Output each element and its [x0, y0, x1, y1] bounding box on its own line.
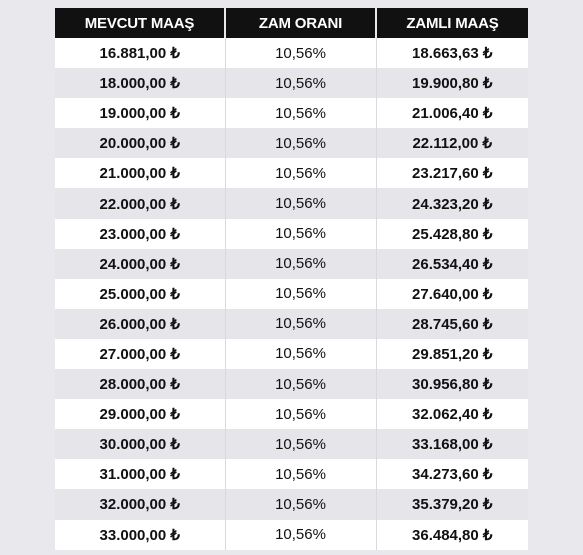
- raised-salary-cell: 22.112,00 ₺: [376, 128, 528, 159]
- header-raise-rate: ZAM ORANI: [225, 8, 377, 38]
- salary-table: MEVCUT MAAŞ ZAM ORANI ZAMLI MAAŞ 16.881,…: [55, 8, 528, 550]
- header-row: MEVCUT MAAŞ ZAM ORANI ZAMLI MAAŞ: [55, 8, 528, 38]
- current-salary-cell: 20.000,00 ₺: [55, 128, 226, 159]
- table-row: 30.000,00 ₺ 10,56% 33.168,00 ₺: [55, 429, 528, 460]
- current-salary-cell: 18.000,00 ₺: [55, 68, 226, 99]
- raise-rate-cell: 10,56%: [225, 128, 377, 159]
- current-salary-cell: 30.000,00 ₺: [55, 429, 226, 460]
- current-salary-cell: 25.000,00 ₺: [55, 278, 226, 309]
- raise-rate-cell: 10,56%: [225, 338, 377, 370]
- table-row: 19.000,00 ₺ 10,56% 21.006,40 ₺: [55, 98, 528, 129]
- current-salary-cell: 24.000,00 ₺: [55, 248, 226, 279]
- raised-salary-cell: 36.484,80 ₺: [376, 519, 528, 550]
- raised-salary-cell: 25.428,80 ₺: [376, 218, 528, 249]
- raised-salary-cell: 33.168,00 ₺: [376, 429, 528, 460]
- raised-salary-cell: 19.900,80 ₺: [376, 68, 528, 99]
- raised-salary-cell: 18.663,63 ₺: [376, 38, 528, 69]
- raised-salary-cell: 24.323,20 ₺: [376, 188, 528, 219]
- raised-salary-cell: 23.217,60 ₺: [376, 158, 528, 189]
- table-body: 16.881,00 ₺ 10,56% 18.663,63 ₺ 18.000,00 ₺ 1…: [55, 38, 528, 550]
- raise-rate-cell: 10,56%: [225, 248, 377, 279]
- raise-rate-cell: 10,56%: [225, 369, 377, 400]
- raised-salary-cell: 32.062,40 ₺: [376, 399, 528, 430]
- raise-rate-cell: 10,56%: [225, 218, 377, 249]
- table-row: 33.000,00 ₺ 10,56% 36.484,80 ₺: [55, 519, 528, 550]
- raise-rate-cell: 10,56%: [225, 489, 377, 520]
- raise-rate-cell: 10,56%: [225, 459, 377, 490]
- current-salary-cell: 26.000,00 ₺: [55, 308, 226, 339]
- raise-rate-cell: 10,56%: [225, 158, 377, 189]
- current-salary-cell: 29.000,00 ₺: [55, 399, 226, 430]
- raised-salary-cell: 27.640,00 ₺: [376, 278, 528, 309]
- current-salary-cell: 19.000,00 ₺: [55, 98, 226, 129]
- current-salary-cell: 22.000,00 ₺: [55, 188, 226, 219]
- table-row: 28.000,00 ₺ 10,56% 30.956,80 ₺: [55, 369, 528, 400]
- current-salary-cell: 23.000,00 ₺: [55, 218, 226, 249]
- table-row: 24.000,00 ₺ 10,56% 26.534,40 ₺: [55, 248, 528, 279]
- current-salary-cell: 21.000,00 ₺: [55, 158, 226, 189]
- header-current-salary: MEVCUT MAAŞ: [55, 8, 226, 38]
- current-salary-cell: 32.000,00 ₺: [55, 489, 226, 520]
- raise-rate-cell: 10,56%: [225, 399, 377, 430]
- raise-rate-cell: 10,56%: [225, 308, 377, 339]
- table-row: 27.000,00 ₺ 10,56% 29.851,20 ₺: [55, 338, 528, 370]
- table-row: 26.000,00 ₺ 10,56% 28.745,60 ₺: [55, 308, 528, 339]
- raise-rate-cell: 10,56%: [225, 519, 377, 550]
- raised-salary-cell: 35.379,20 ₺: [376, 489, 528, 520]
- table-row: 18.000,00 ₺ 10,56% 19.900,80 ₺: [55, 68, 528, 99]
- raise-rate-cell: 10,56%: [225, 98, 377, 129]
- raised-salary-cell: 21.006,40 ₺: [376, 98, 528, 129]
- raise-rate-cell: 10,56%: [225, 188, 377, 219]
- current-salary-cell: 16.881,00 ₺: [55, 38, 226, 69]
- raised-salary-cell: 30.956,80 ₺: [376, 369, 528, 400]
- table-row: 22.000,00 ₺ 10,56% 24.323,20 ₺: [55, 188, 528, 219]
- raised-salary-cell: 34.273,60 ₺: [376, 459, 528, 490]
- raised-salary-cell: 28.745,60 ₺: [376, 308, 528, 339]
- table-row: 29.000,00 ₺ 10,56% 32.062,40 ₺: [55, 399, 528, 430]
- current-salary-cell: 27.000,00 ₺: [55, 338, 226, 370]
- raised-salary-cell: 29.851,20 ₺: [376, 338, 528, 370]
- table-row: 21.000,00 ₺ 10,56% 23.217,60 ₺: [55, 158, 528, 189]
- table-row: 20.000,00 ₺ 10,56% 22.112,00 ₺: [55, 128, 528, 159]
- raise-rate-cell: 10,56%: [225, 38, 377, 69]
- current-salary-cell: 31.000,00 ₺: [55, 459, 226, 490]
- header-raised-salary: ZAMLI MAAŞ: [376, 8, 528, 38]
- raised-salary-cell: 26.534,40 ₺: [376, 248, 528, 279]
- current-salary-cell: 28.000,00 ₺: [55, 369, 226, 400]
- raise-rate-cell: 10,56%: [225, 68, 377, 99]
- raise-rate-cell: 10,56%: [225, 278, 377, 309]
- table-row: 31.000,00 ₺ 10,56% 34.273,60 ₺: [55, 459, 528, 490]
- raise-rate-cell: 10,56%: [225, 429, 377, 460]
- table-row: 32.000,00 ₺ 10,56% 35.379,20 ₺: [55, 489, 528, 520]
- table-row: 16.881,00 ₺ 10,56% 18.663,63 ₺: [55, 38, 528, 69]
- salary-raise-table: MEVCUT MAAŞ ZAM ORANI ZAMLI MAAŞ 16.881,…: [55, 8, 528, 550]
- table-row: 23.000,00 ₺ 10,56% 25.428,80 ₺: [55, 218, 528, 249]
- current-salary-cell: 33.000,00 ₺: [55, 519, 226, 550]
- table-header: MEVCUT MAAŞ ZAM ORANI ZAMLI MAAŞ: [55, 8, 528, 38]
- table-row: 25.000,00 ₺ 10,56% 27.640,00 ₺: [55, 278, 528, 309]
